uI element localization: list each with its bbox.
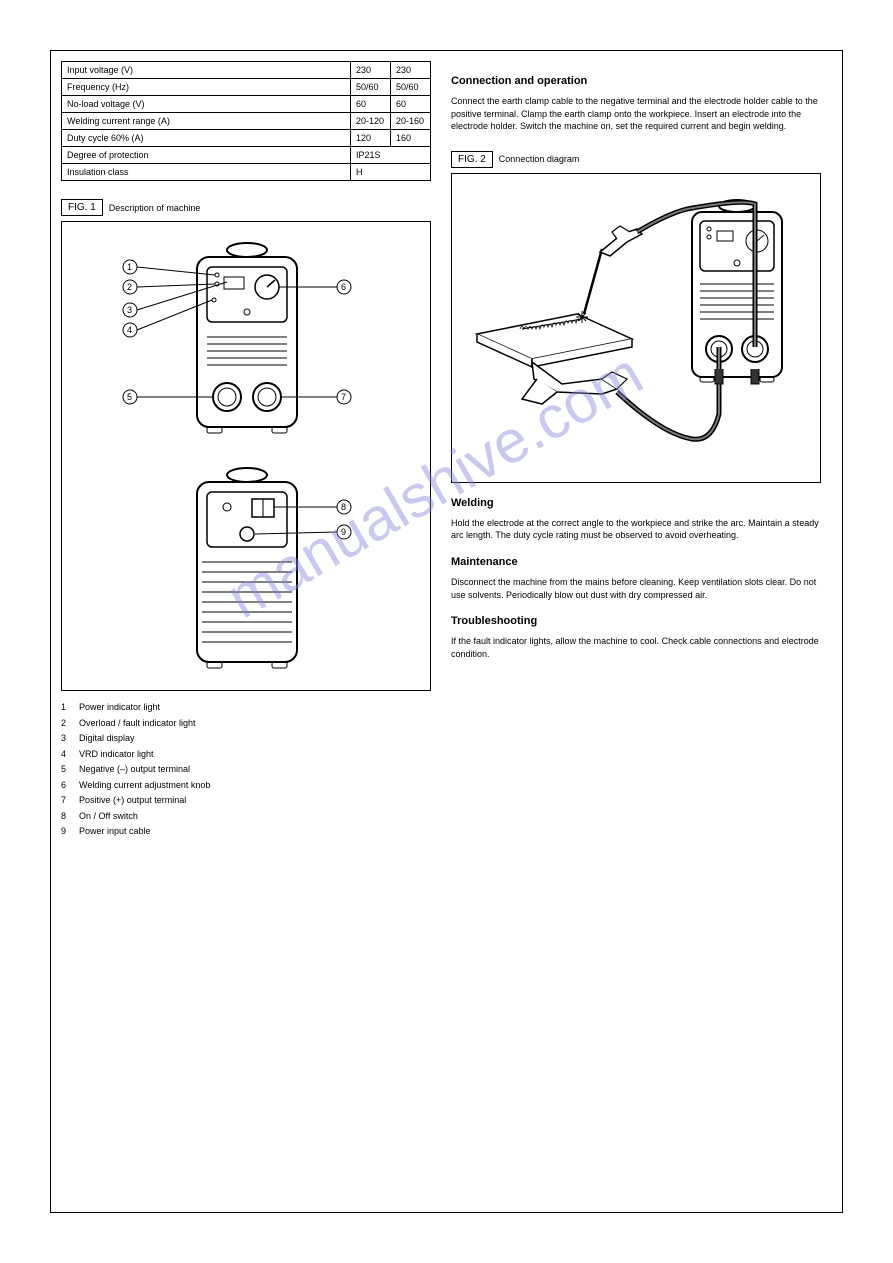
maint-heading: Maintenance bbox=[451, 556, 821, 568]
figure-2-label: FIG. 2 Connection diagram bbox=[451, 151, 821, 168]
svg-text:4: 4 bbox=[127, 325, 132, 335]
welding-heading: Welding bbox=[451, 497, 821, 509]
maint-body: Disconnect the machine from the mains be… bbox=[451, 576, 821, 601]
cell: 20-160 bbox=[391, 113, 431, 130]
cell: 50/60 bbox=[391, 79, 431, 96]
list-item: 7Positive (+) output terminal bbox=[61, 794, 431, 808]
table-row: No-load voltage (V) 60 60 bbox=[62, 96, 431, 113]
cell: 230 bbox=[391, 62, 431, 79]
table-row: Input voltage (V) 230 230 bbox=[62, 62, 431, 79]
svg-text:1: 1 bbox=[127, 262, 132, 272]
spec-table: Input voltage (V) 230 230 Frequency (Hz)… bbox=[61, 61, 431, 181]
cell: Input voltage (V) bbox=[62, 62, 351, 79]
table-row: Degree of protection IP21S bbox=[62, 147, 431, 164]
cell: 60 bbox=[351, 96, 391, 113]
callout-list: 1Power indicator light 2Overload / fault… bbox=[61, 701, 431, 839]
cell: Duty cycle 60% (A) bbox=[62, 130, 351, 147]
cell: Welding current range (A) bbox=[62, 113, 351, 130]
svg-text:7: 7 bbox=[341, 392, 346, 402]
cell: H bbox=[351, 164, 431, 181]
cell: 120 bbox=[351, 130, 391, 147]
list-item: 9Power input cable bbox=[61, 825, 431, 839]
figure-2 bbox=[451, 173, 821, 483]
fig-title: Connection diagram bbox=[499, 154, 580, 164]
cell: 50/60 bbox=[351, 79, 391, 96]
table-row: Insulation class H bbox=[62, 164, 431, 181]
svg-text:3: 3 bbox=[127, 305, 132, 315]
svg-text:9: 9 bbox=[341, 527, 346, 537]
connection-body: Connect the earth clamp cable to the neg… bbox=[451, 95, 821, 133]
list-item: 2Overload / fault indicator light bbox=[61, 717, 431, 731]
fig-box: FIG. 2 bbox=[451, 151, 493, 168]
cell: 160 bbox=[391, 130, 431, 147]
figure-1: 1 2 3 4 5 bbox=[61, 221, 431, 691]
list-item: 5Negative (–) output terminal bbox=[61, 763, 431, 777]
svg-text:8: 8 bbox=[341, 502, 346, 512]
list-item: 6Welding current adjustment knob bbox=[61, 779, 431, 793]
fig-title: Description of machine bbox=[109, 203, 201, 213]
figure-1-label: FIG. 1 Description of machine bbox=[61, 199, 431, 216]
cell: Degree of protection bbox=[62, 147, 351, 164]
list-item: 3Digital display bbox=[61, 732, 431, 746]
svg-text:6: 6 bbox=[341, 282, 346, 292]
cell: Insulation class bbox=[62, 164, 351, 181]
cell: No-load voltage (V) bbox=[62, 96, 351, 113]
cell: 20-120 bbox=[351, 113, 391, 130]
cell: IP21S bbox=[351, 147, 431, 164]
table-row: Frequency (Hz) 50/60 50/60 bbox=[62, 79, 431, 96]
welding-body: Hold the electrode at the correct angle … bbox=[451, 517, 821, 542]
cell: Frequency (Hz) bbox=[62, 79, 351, 96]
svg-text:2: 2 bbox=[127, 282, 132, 292]
list-item: 8On / Off switch bbox=[61, 810, 431, 824]
table-row: Welding current range (A) 20-120 20-160 bbox=[62, 113, 431, 130]
trouble-heading: Troubleshooting bbox=[451, 615, 821, 627]
connection-heading: Connection and operation bbox=[451, 75, 821, 87]
fig-box: FIG. 1 bbox=[61, 199, 103, 216]
trouble-body: If the fault indicator lights, allow the… bbox=[451, 635, 821, 660]
cell: 230 bbox=[351, 62, 391, 79]
table-row: Duty cycle 60% (A) 120 160 bbox=[62, 130, 431, 147]
list-item: 1Power indicator light bbox=[61, 701, 431, 715]
cell: 60 bbox=[391, 96, 431, 113]
svg-text:5: 5 bbox=[127, 392, 132, 402]
list-item: 4VRD indicator light bbox=[61, 748, 431, 762]
